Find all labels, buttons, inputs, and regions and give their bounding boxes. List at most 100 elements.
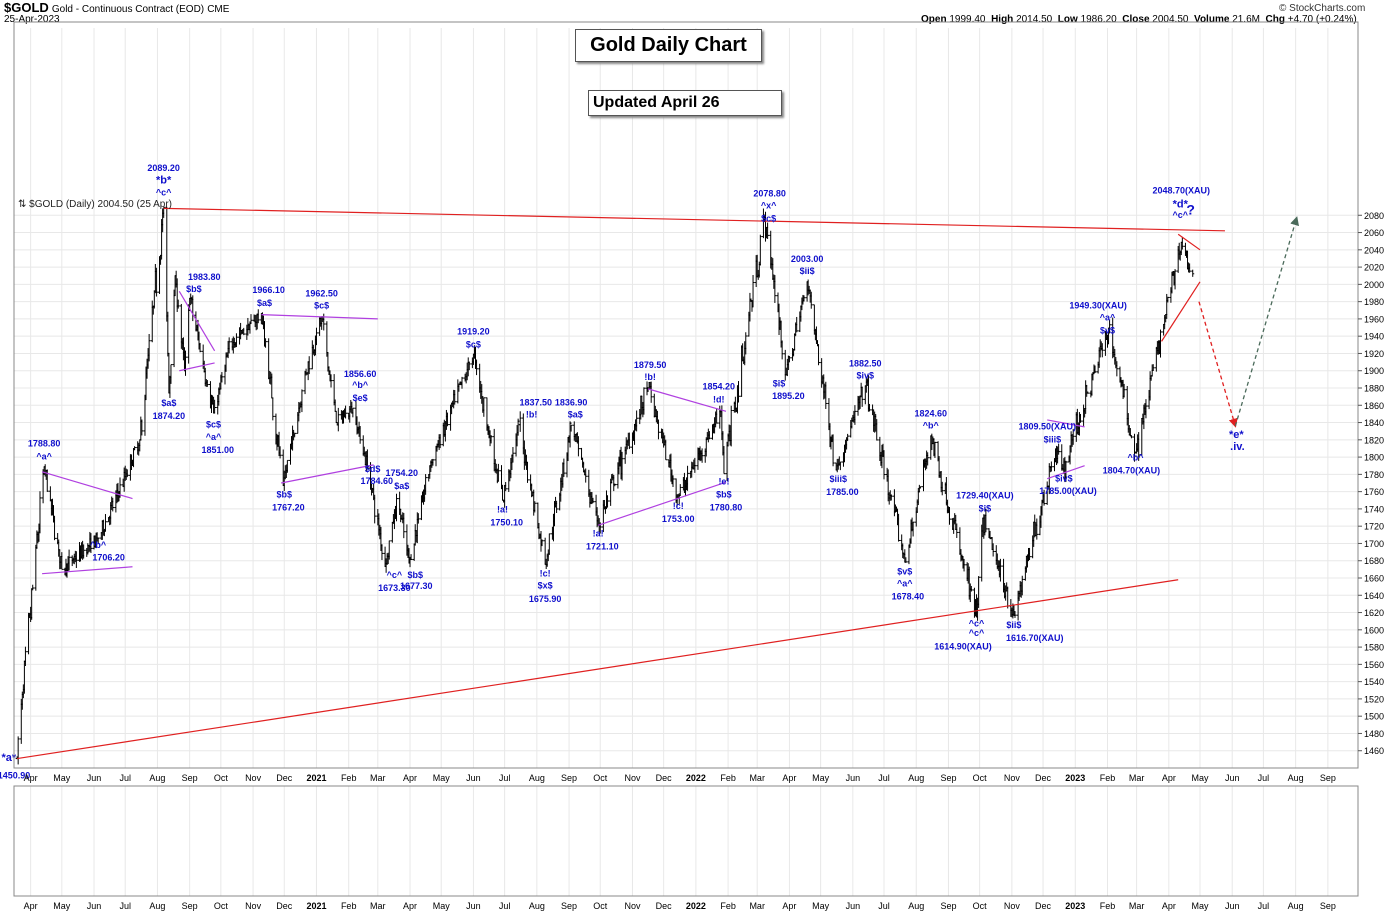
wave-label: ^b^ bbox=[352, 380, 369, 390]
wave-label: 1895.20 bbox=[772, 391, 805, 401]
wave-label: 1983.80 bbox=[188, 272, 221, 282]
wave-label: $d$ bbox=[365, 464, 381, 474]
wave-label: 1837.50 bbox=[520, 397, 553, 407]
x-tick-label: Oct bbox=[214, 901, 229, 911]
high-value: 2014.50 bbox=[1016, 14, 1053, 25]
x-tick-label: Jun bbox=[846, 773, 861, 783]
y-tick-label: 1840 bbox=[1364, 418, 1384, 428]
x-tick-label: Aug bbox=[908, 773, 924, 783]
wave-label: ^b^ bbox=[90, 540, 107, 550]
volume-value: 21.6M bbox=[1232, 14, 1260, 25]
wave-label: ^x^ bbox=[761, 200, 777, 210]
wave-label: $b$ bbox=[276, 490, 292, 500]
wave-label: !b! bbox=[526, 409, 538, 419]
wave-label: $i$ bbox=[979, 504, 992, 514]
wave-label: 1809.50(XAU) bbox=[1018, 421, 1076, 431]
y-tick-label: 1800 bbox=[1364, 453, 1384, 463]
wave-label: ^b^ bbox=[1128, 453, 1145, 463]
x-tick-label: Jul bbox=[1258, 901, 1270, 911]
y-tick-label: 1520 bbox=[1364, 694, 1384, 704]
y-tick-label: 1560 bbox=[1364, 660, 1384, 670]
x-tick-label: Aug bbox=[1288, 901, 1304, 911]
y-tick-label: 1860 bbox=[1364, 401, 1384, 411]
purple-trendline bbox=[261, 313, 378, 320]
purple-trendline bbox=[178, 290, 216, 352]
purple-trendline bbox=[179, 362, 215, 372]
chart-header-left: $GOLD Gold - Continuous Contract (EOD) C… bbox=[4, 0, 229, 15]
x-tick-label: Jul bbox=[878, 901, 890, 911]
y-tick-label: 2060 bbox=[1364, 228, 1384, 238]
red-trendline bbox=[17, 579, 1179, 760]
wave-label: 1854.20 bbox=[702, 382, 735, 392]
purple-trendline bbox=[281, 464, 374, 484]
x-tick-label: Apr bbox=[24, 773, 38, 783]
legend-text: $GOLD (Daily) 2004.50 (25 Apr) bbox=[29, 199, 173, 210]
watermark[interactable]: © StockCharts.com bbox=[1279, 3, 1366, 14]
x-tick-label: 2021 bbox=[306, 901, 326, 911]
wave-label: ^a^ bbox=[36, 452, 52, 462]
x-tick-label: 2021 bbox=[306, 773, 326, 783]
low-label: Low bbox=[1057, 14, 1078, 25]
chg-label: Chg bbox=[1265, 14, 1285, 25]
x-tick-label: Oct bbox=[973, 901, 988, 911]
x-tick-label: Feb bbox=[1100, 901, 1116, 911]
x-tick-label: Jul bbox=[878, 773, 890, 783]
x-tick-label: Jun bbox=[87, 901, 102, 911]
wave-label: 1962.50 bbox=[305, 288, 338, 298]
wave-label: 1788.80 bbox=[28, 439, 61, 449]
wave-label: $v$ bbox=[897, 567, 912, 577]
trendlines bbox=[17, 207, 1299, 760]
wave-label: ^c^ bbox=[969, 628, 985, 638]
wave-label: 1874.20 bbox=[153, 411, 186, 421]
x-tick-label: Dec bbox=[276, 773, 293, 783]
wave-label: 1754.20 bbox=[385, 468, 418, 478]
x-tick-label: 2022 bbox=[686, 773, 706, 783]
axes: 1460 1480 1500 1520 1540 1560 1580 1600 1620 1640… bbox=[13, 21, 1384, 911]
x-tick-label: May bbox=[433, 773, 451, 783]
updated-text: Updated April 26 bbox=[593, 94, 720, 111]
wave-label: $b$ bbox=[186, 284, 202, 294]
y-tick-label: 1700 bbox=[1364, 539, 1384, 549]
x-tick-label: Mar bbox=[1129, 773, 1145, 783]
wave-label: *e* bbox=[1229, 429, 1244, 441]
chart-title: Gold Daily Chart bbox=[590, 34, 747, 56]
x-tick-label: Jul bbox=[119, 773, 131, 783]
x-tick-label: Jul bbox=[499, 901, 511, 911]
x-tick-label: Aug bbox=[1288, 773, 1304, 783]
wave-label: $c$ bbox=[761, 213, 776, 223]
wave-label: ^a^ bbox=[206, 432, 222, 442]
wave-label: 1836.90 bbox=[555, 397, 588, 407]
wave-label: 1678.40 bbox=[892, 592, 925, 602]
x-tick-label: Apr bbox=[782, 901, 796, 911]
x-tick-label: Jul bbox=[119, 901, 131, 911]
wave-label: 1882.50 bbox=[849, 358, 882, 368]
y-tick-label: 1740 bbox=[1364, 504, 1384, 514]
legend-label: ⇅ $GOLD (Daily) 2004.50 (25 Apr) bbox=[18, 199, 172, 210]
wave-label: $ii$ bbox=[1006, 620, 1021, 630]
x-tick-label: Apr bbox=[1162, 773, 1176, 783]
wave-label: ^c^ bbox=[156, 187, 172, 197]
wave-label: $b$ bbox=[407, 570, 423, 580]
x-tick-label: Sep bbox=[1320, 773, 1336, 783]
chg-value: +4.70 (+0.24%) bbox=[1287, 14, 1357, 25]
x-tick-label: Jun bbox=[466, 901, 481, 911]
wave-label: ^b^ bbox=[923, 421, 940, 431]
x-tick-label: Jun bbox=[1225, 773, 1240, 783]
x-tick-label: May bbox=[1191, 901, 1209, 911]
wave-label: $iv$ bbox=[1055, 473, 1073, 483]
wave-label: !c! bbox=[673, 501, 684, 511]
x-tick-label: Dec bbox=[656, 773, 673, 783]
legend-icon: ⇅ bbox=[18, 199, 27, 210]
x-tick-label: Aug bbox=[149, 901, 165, 911]
y-tick-label: 1880 bbox=[1364, 384, 1384, 394]
wave-label: 1949.30(XAU) bbox=[1069, 301, 1127, 311]
open-label: Open bbox=[921, 14, 947, 25]
wave-label: .iv. bbox=[1230, 441, 1244, 453]
wave-label: $a$ bbox=[394, 481, 409, 491]
x-tick-label: 2023 bbox=[1065, 773, 1085, 783]
wave-label: 1673.30 bbox=[378, 583, 411, 593]
wave-label: 1824.60 bbox=[915, 409, 948, 419]
wave-label: $c$ bbox=[466, 339, 481, 349]
purple-trendline bbox=[41, 471, 133, 500]
wave-label: 1856.60 bbox=[344, 369, 377, 379]
